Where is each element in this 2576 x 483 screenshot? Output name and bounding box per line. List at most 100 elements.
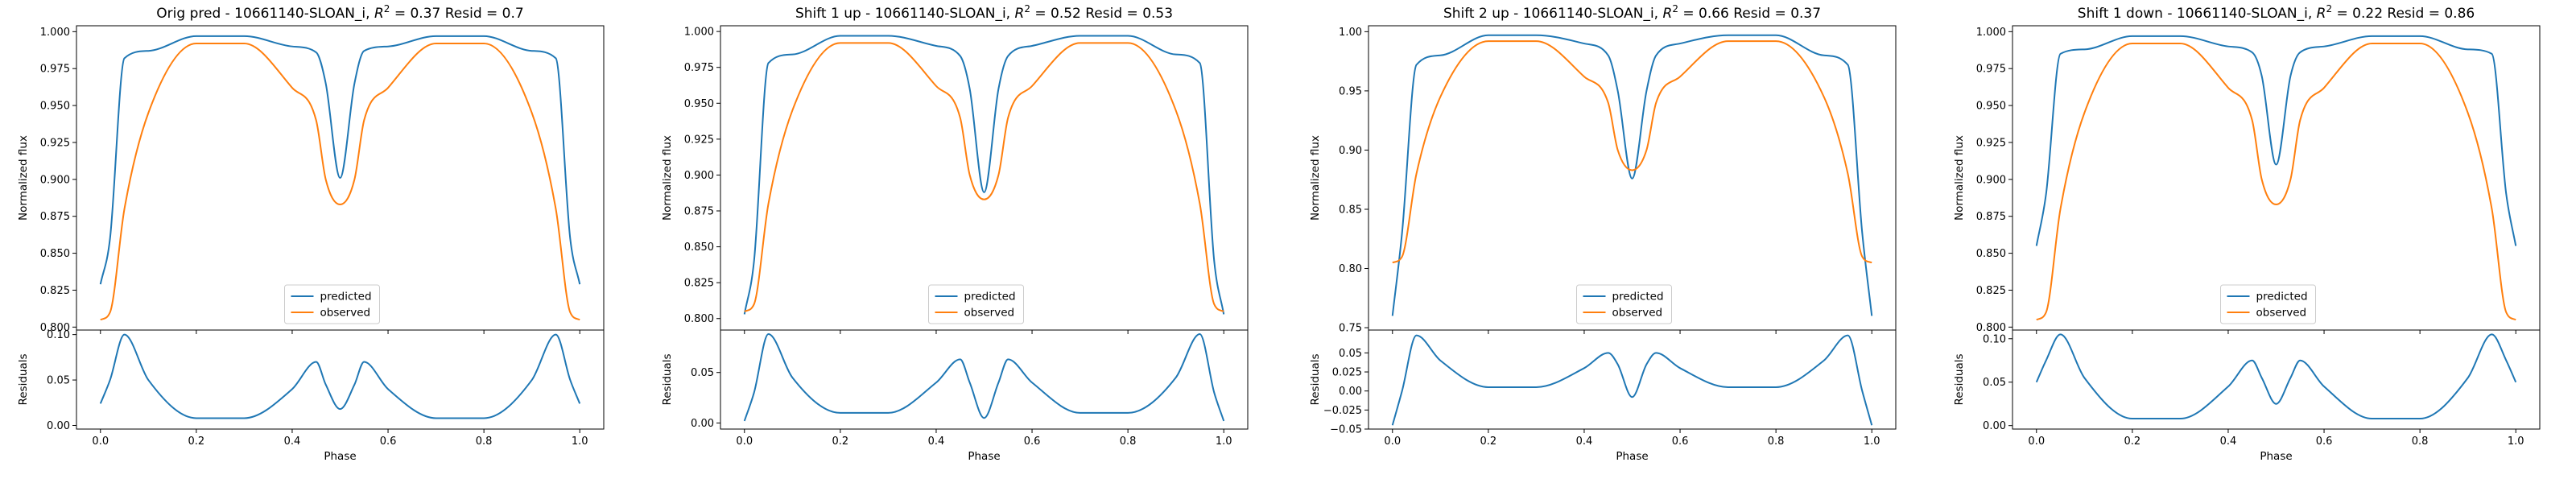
residual-axes-frame: [76, 329, 605, 430]
y-tick-label: 0.825: [40, 285, 70, 297]
y-tick-label: 0.900: [684, 170, 714, 182]
title-r: R: [1663, 6, 1673, 22]
y-tick-label: 0.85: [1339, 204, 1362, 216]
y-tick-label: 1.000: [40, 27, 70, 39]
legend-label-predicted: predicted: [2256, 291, 2308, 303]
x-tick-label: 0.2: [832, 436, 849, 448]
x-tick-label: 0.8: [476, 436, 493, 448]
chart-title: Shift 2 up - 10661140-SLOAN_i, R2 = 0.66…: [1443, 3, 1821, 22]
legend-label-observed: observed: [2256, 307, 2307, 320]
residual-axes-frame: [1368, 329, 1897, 430]
title-prefix: Shift 1 up - 10661140-SLOAN_i,: [795, 6, 1015, 22]
y-tick-label: 1.000: [1976, 27, 2006, 39]
resid-y-tick-label: 0.00: [691, 418, 714, 430]
x-tick-label: 1.0: [2508, 436, 2524, 448]
y-tick-label: 0.850: [684, 242, 714, 254]
resid-y-tick-label: 0.00: [47, 420, 70, 432]
y-tick-label: 0.800: [684, 313, 714, 325]
x-tick-label: 1.0: [1216, 436, 1232, 448]
x-tick-label: 0.6: [1672, 436, 1689, 448]
x-tick-label: 0.2: [1480, 436, 1497, 448]
chart-panel: Shift 1 up - 10661140-SLOAN_i, R2 = 0.52…: [661, 3, 1249, 463]
title-r2-value: = 0.22 Resid = 0.86: [2332, 6, 2475, 22]
y-tick-label: 0.850: [1976, 248, 2006, 260]
legend-label-observed: observed: [320, 307, 371, 320]
y-tick-label: 0.800: [1976, 322, 2006, 334]
chart-panel: Shift 2 up - 10661140-SLOAN_i, R2 = 0.66…: [1309, 3, 1897, 463]
series-line-predicted: [743, 35, 1225, 315]
y-tick-label: 0.925: [684, 134, 714, 146]
x-axis-label: Phase: [968, 450, 1000, 463]
residual-axis-label: Residuals: [661, 353, 674, 405]
residual-axis-label: Residuals: [17, 353, 30, 405]
title-prefix: Orig pred - 10661140-SLOAN_i,: [156, 6, 374, 22]
legend-label-observed: observed: [964, 307, 1015, 320]
y-tick-label: 0.75: [1339, 323, 1362, 335]
legend-label-predicted: predicted: [964, 291, 1016, 303]
x-axis-label: Phase: [1616, 450, 1648, 463]
x-tick-label: 0.4: [928, 436, 945, 448]
legend-box: [2220, 284, 2316, 324]
y-tick-label: 0.950: [1976, 101, 2006, 113]
x-tick-label: 0.4: [2220, 436, 2237, 448]
title-r: R: [374, 6, 384, 22]
x-tick-label: 0.0: [2028, 436, 2045, 448]
chart-title: Orig pred - 10661140-SLOAN_i, R2 = 0.37 …: [156, 3, 523, 22]
title-r2-value: = 0.52 Resid = 0.53: [1030, 6, 1173, 22]
title-sup: 2: [384, 3, 390, 14]
title-sup: 2: [1672, 3, 1678, 14]
y-tick-label: 0.900: [40, 174, 70, 186]
series-line-predicted: [99, 35, 581, 285]
series-line-observed: [100, 43, 580, 321]
chart-panel: Shift 1 down - 10661140-SLOAN_i, R2 = 0.…: [1953, 3, 2541, 463]
resid-y-tick-label: 0.00: [1339, 386, 1362, 398]
residual-line: [99, 333, 581, 419]
title-prefix: Shift 2 up - 10661140-SLOAN_i,: [1443, 6, 1663, 22]
x-tick-label: 0.4: [1576, 436, 1593, 448]
y-tick-label: 0.875: [684, 206, 714, 218]
y-tick-label: 0.825: [684, 278, 714, 290]
y-axis-label: Normalized flux: [1309, 135, 1322, 221]
resid-y-tick-label: 0.05: [47, 375, 70, 387]
y-axis-label: Normalized flux: [17, 135, 30, 221]
title-r: R: [1015, 6, 1025, 22]
x-tick-label: 0.6: [380, 436, 397, 448]
y-tick-label: 0.850: [40, 248, 70, 260]
residual-axis-label: Residuals: [1953, 353, 1966, 405]
legend-label-observed: observed: [1612, 307, 1663, 320]
residual-line: [2035, 333, 2517, 420]
title-r: R: [2317, 6, 2326, 22]
resid-y-tick-label: 0.05: [691, 367, 714, 379]
y-tick-label: 0.875: [1976, 211, 2006, 223]
y-tick-label: 0.800: [40, 322, 70, 334]
legend-box: [1576, 284, 1672, 324]
x-tick-label: 0.8: [2412, 436, 2429, 448]
flux-axes-frame: [2012, 25, 2541, 331]
legend: predicted observed: [928, 284, 1024, 324]
legend-label-predicted: predicted: [1612, 291, 1664, 303]
residual-axes-frame: [2012, 329, 2541, 430]
resid-y-tick-label: 0.10: [47, 329, 70, 341]
flux-axes-frame: [720, 25, 1249, 331]
title-r2-value: = 0.66 Resid = 0.37: [1678, 6, 1821, 22]
y-tick-label: 1.000: [684, 27, 714, 39]
resid-y-tick-label: 0.025: [1332, 367, 1362, 379]
y-axis-label: Normalized flux: [661, 135, 674, 221]
x-tick-label: 0.6: [2316, 436, 2333, 448]
x-tick-label: 1.0: [572, 436, 588, 448]
y-tick-label: 0.975: [684, 62, 714, 74]
y-tick-label: 0.80: [1339, 263, 1362, 275]
y-tick-label: 0.950: [40, 101, 70, 113]
chart-title: Shift 1 down - 10661140-SLOAN_i, R2 = 0.…: [2078, 3, 2475, 22]
legend-box: [284, 284, 380, 324]
y-tick-label: 0.95: [1339, 85, 1362, 97]
x-tick-label: 1.0: [1864, 436, 1880, 448]
y-tick-label: 0.875: [40, 211, 70, 223]
resid-y-tick-label: −0.025: [1323, 405, 1362, 417]
y-tick-label: 0.925: [1976, 137, 2006, 149]
y-tick-label: 0.950: [684, 98, 714, 110]
y-tick-label: 1.00: [1339, 27, 1362, 39]
chart-title: Shift 1 up - 10661140-SLOAN_i, R2 = 0.52…: [795, 3, 1173, 22]
x-axis-label: Phase: [324, 450, 356, 463]
